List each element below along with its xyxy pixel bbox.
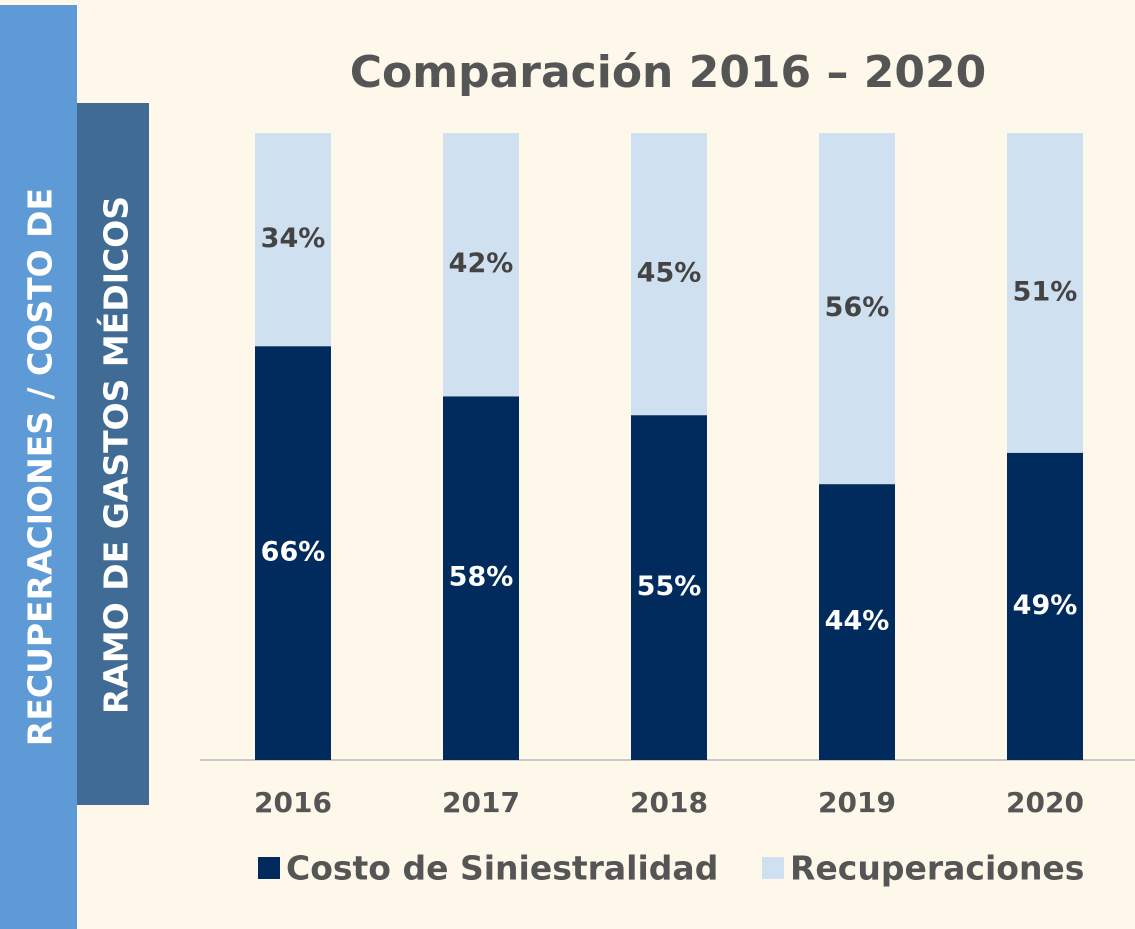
data-label: 45% — [637, 258, 702, 289]
legend-swatch — [258, 857, 280, 879]
bar-segment — [819, 484, 895, 760]
data-label: 49% — [1013, 590, 1078, 621]
data-label: 66% — [261, 537, 326, 568]
legend-swatch — [762, 857, 784, 879]
data-label: 42% — [449, 248, 514, 279]
bar-segment — [255, 346, 331, 760]
side-band-inner — [77, 103, 149, 805]
data-label: 55% — [637, 571, 702, 602]
x-tick-label: 2018 — [630, 786, 708, 819]
chart-title: Comparación 2016 – 2020 — [350, 47, 987, 98]
bar-segment — [255, 133, 331, 347]
x-tick-label: 2017 — [442, 786, 520, 819]
bar-segment — [443, 396, 519, 760]
data-label: 34% — [261, 223, 326, 254]
bar-segment — [819, 133, 895, 485]
x-tick-label: 2016 — [254, 786, 332, 819]
bar-segment — [1007, 452, 1083, 760]
y-label: RECUPERACIONES / COSTO DE — [21, 188, 60, 746]
x-tick-label: 2019 — [818, 786, 896, 819]
data-label: 56% — [825, 292, 890, 323]
bar-segment — [631, 133, 707, 416]
data-label: 58% — [449, 562, 514, 593]
side-band — [0, 5, 77, 929]
y-label: RAMO DE GASTOS MÉDICOS — [96, 196, 136, 714]
legend-label: Recuperaciones — [790, 849, 1084, 888]
bar-segment — [1007, 133, 1083, 453]
legend-label: Costo de Siniestralidad — [286, 849, 718, 888]
x-tick-label: 2020 — [1006, 786, 1084, 819]
bar-segment — [443, 133, 519, 397]
bar-segment — [631, 415, 707, 760]
data-label: 44% — [825, 606, 890, 637]
data-label: 51% — [1013, 276, 1078, 307]
